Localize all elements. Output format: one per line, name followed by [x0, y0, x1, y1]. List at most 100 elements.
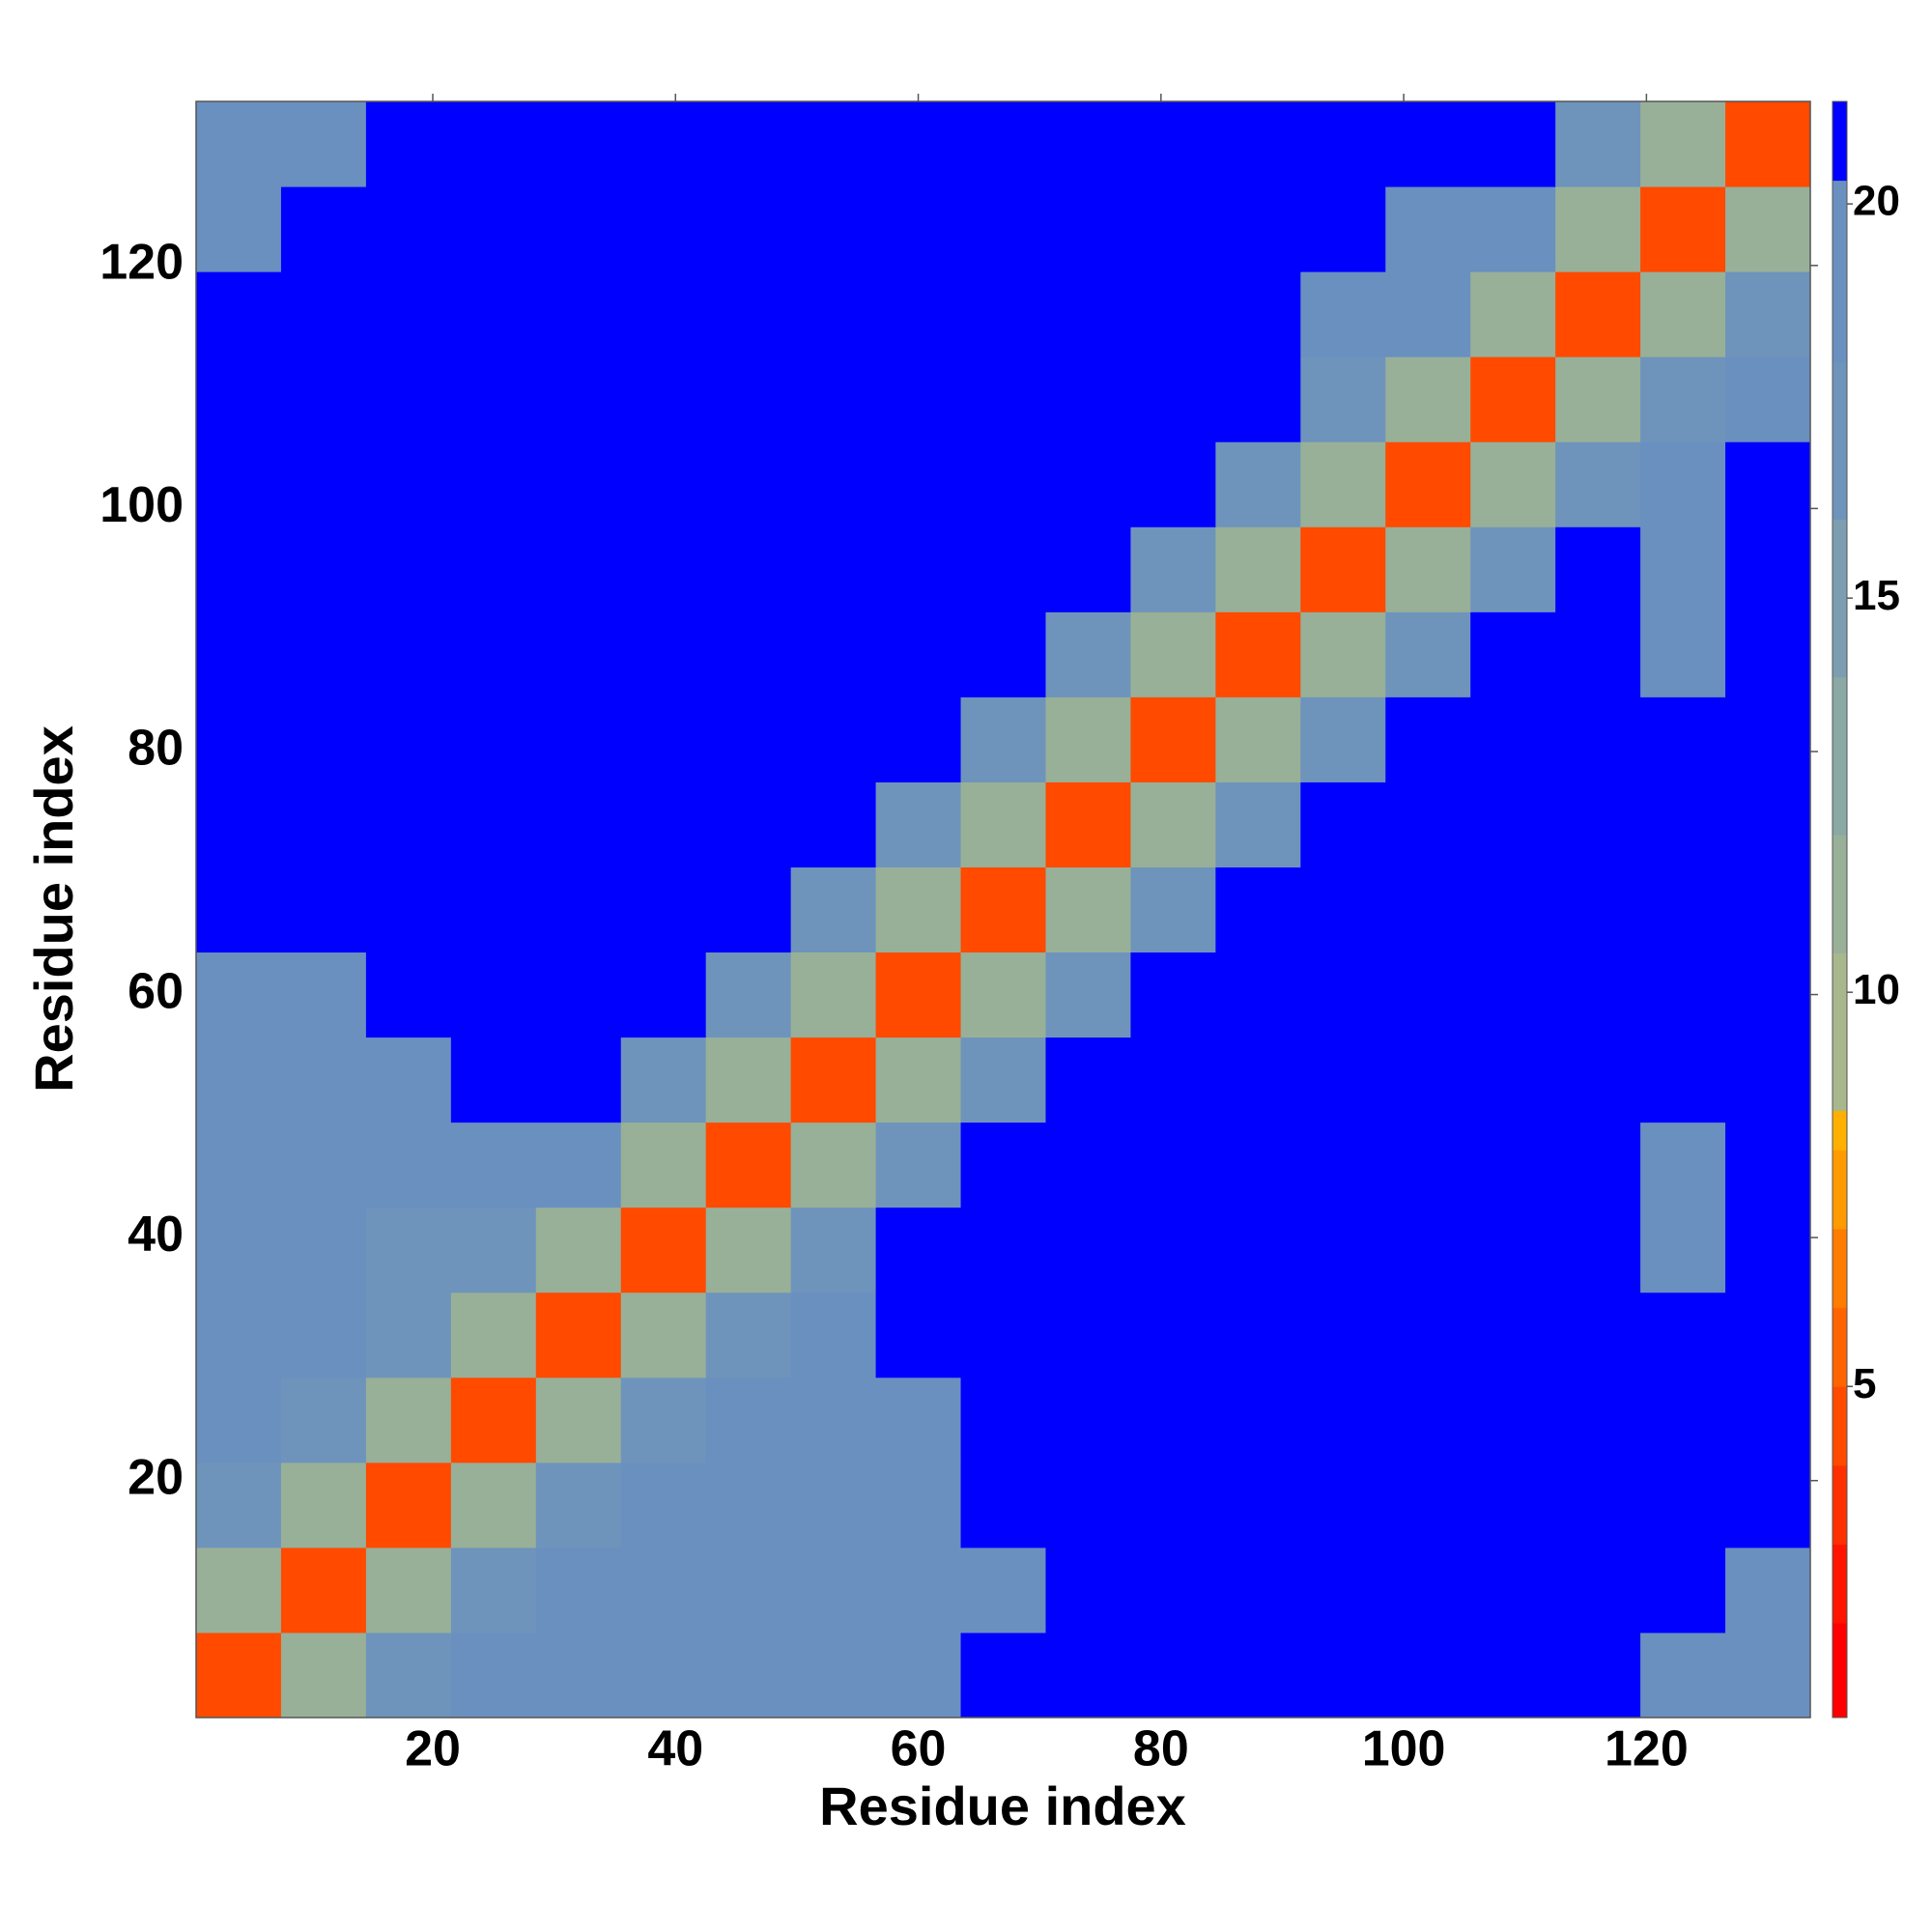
heatmap-cell: [1640, 1462, 1726, 1548]
heatmap-cell: [535, 271, 622, 357]
heatmap-cell: [365, 186, 452, 272]
heatmap-cell: [280, 1122, 367, 1208]
heatmap-cell: [1215, 1547, 1301, 1634]
heatmap-cell: [1385, 1122, 1471, 1208]
heatmap-cell: [1555, 952, 1641, 1038]
heatmap-cell: [1725, 1122, 1811, 1208]
heatmap-cell: [1640, 952, 1726, 1038]
heatmap-cell: [1555, 1037, 1641, 1123]
heatmap-cell: [1555, 1207, 1641, 1293]
heatmap-cell: [280, 526, 367, 612]
heatmap-cell: [196, 1377, 282, 1463]
heatmap-cell: [1130, 1377, 1216, 1463]
heatmap-cell: [535, 1037, 622, 1123]
heatmap-cell: [280, 1037, 367, 1123]
heatmap-cell: [1130, 1462, 1216, 1548]
heatmap-cell: [1385, 952, 1471, 1038]
heatmap-cell: [790, 441, 877, 527]
heatmap-cell: [450, 1207, 537, 1293]
y-tick-label: 80: [128, 721, 184, 777]
heatmap-cell: [196, 526, 282, 612]
heatmap-cell: [196, 696, 282, 782]
heatmap-cell: [620, 526, 707, 612]
heatmap-cell: [535, 611, 622, 697]
heatmap-cell: [1725, 441, 1811, 527]
colorbar-band: [1833, 1386, 1847, 1466]
heatmap-cell: [1045, 441, 1131, 527]
heatmap-cell: [1130, 356, 1216, 442]
heatmap-cell: [1725, 1377, 1811, 1463]
colorbar-band: [1833, 1623, 1847, 1719]
heatmap-cell: [535, 1292, 622, 1378]
colorbar-tick-label: 5: [1853, 1360, 1876, 1407]
heatmap-cell: [365, 1462, 452, 1548]
y-tick-label: 40: [128, 1207, 184, 1263]
heatmap-cell: [1130, 781, 1216, 867]
heatmap-cell: [365, 867, 452, 953]
heatmap-cell: [960, 186, 1046, 272]
heatmap-cell: [365, 696, 452, 782]
heatmap-cell: [1300, 1292, 1386, 1378]
heatmap-cell: [1470, 952, 1556, 1038]
colorbar-band: [1833, 1307, 1847, 1387]
heatmap-cell: [1555, 696, 1641, 782]
heatmap-cell: [1300, 696, 1386, 782]
heatmap-cell: [1300, 1037, 1386, 1123]
heatmap-cell: [1555, 271, 1641, 357]
heatmap-cell: [535, 867, 622, 953]
heatmap-cell: [1385, 441, 1471, 527]
heatmap-cell: [450, 611, 537, 697]
heatmap-cell: [1300, 1377, 1386, 1463]
heatmap-cell: [790, 1547, 877, 1634]
heatmap-cell: [1215, 952, 1301, 1038]
heatmap-cell: [1130, 611, 1216, 697]
heatmap-cell: [705, 271, 792, 357]
heatmap-cell: [1045, 1207, 1131, 1293]
heatmap-cell: [196, 1207, 282, 1293]
heatmap-cell: [1215, 781, 1301, 867]
heatmap-cell: [790, 1207, 877, 1293]
heatmap-cell: [196, 1037, 282, 1123]
heatmap-cell: [1385, 271, 1471, 357]
heatmap-cell: [1385, 1292, 1471, 1378]
heatmap-cell: [196, 271, 282, 357]
heatmap-cell: [535, 1632, 622, 1719]
heatmap-cell: [875, 1547, 962, 1634]
heatmap-cell: [705, 1632, 792, 1719]
heatmap-cell: [1385, 867, 1471, 953]
heatmap-cell: [1300, 186, 1386, 272]
heatmap-cell: [960, 1547, 1046, 1634]
heatmap-cell: [280, 1547, 367, 1634]
heatmap-cell: [1725, 186, 1811, 272]
colorbar-band: [1833, 676, 1847, 836]
heatmap-cell: [365, 1632, 452, 1719]
colorbar-band: [1833, 1150, 1847, 1230]
colorbar-band: [1833, 101, 1847, 182]
heatmap-cell: [875, 186, 962, 272]
colorbar-tick-label: 10: [1853, 966, 1900, 1013]
heatmap-cell: [1385, 101, 1471, 187]
heatmap-cell: [1555, 441, 1641, 527]
heatmap-cell: [1555, 1377, 1641, 1463]
heatmap-cell: [1725, 1632, 1811, 1719]
heatmap-cell: [1300, 441, 1386, 527]
heatmap-cell: [1045, 186, 1131, 272]
y-tick-label: 20: [128, 1449, 184, 1505]
heatmap-cell: [1470, 1462, 1556, 1548]
colorbar-band: [1833, 180, 1847, 362]
heatmap-cell: [875, 696, 962, 782]
heatmap-cell: [1555, 867, 1641, 953]
heatmap-cell: [620, 1037, 707, 1123]
heatmap-cell: [365, 1292, 452, 1378]
heatmap-cell: [450, 1547, 537, 1634]
heatmap-cell: [875, 1037, 962, 1123]
heatmap-cell: [535, 781, 622, 867]
colorbar-band: [1833, 519, 1847, 678]
x-axis-title: Residue index: [819, 1776, 1186, 1836]
heatmap-cell: [196, 1462, 282, 1548]
colorbar-band: [1833, 1110, 1847, 1151]
heatmap-cell: [1215, 867, 1301, 953]
heatmap-cell: [196, 1292, 282, 1378]
heatmap-cell: [620, 1207, 707, 1293]
